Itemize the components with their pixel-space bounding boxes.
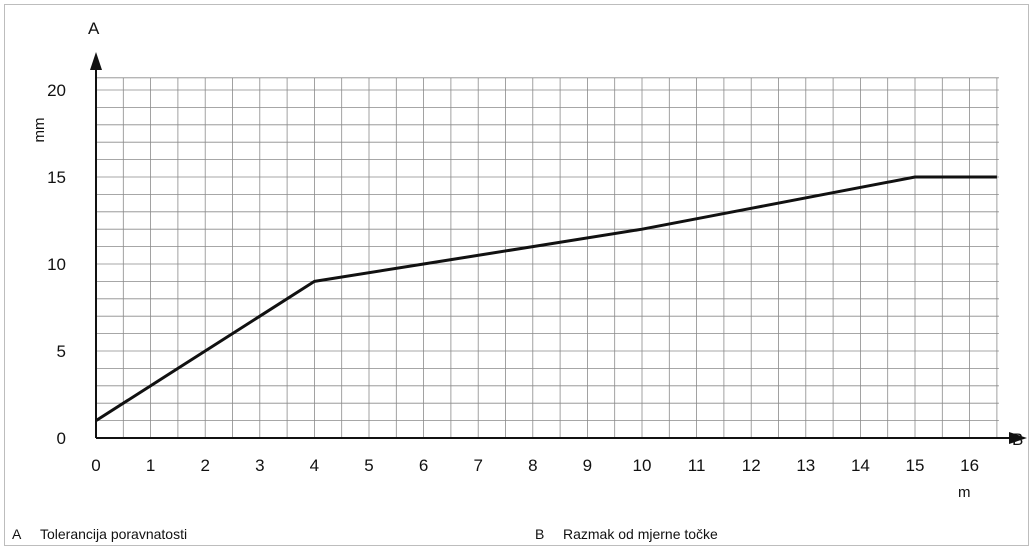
y-axis-letter: A: [88, 19, 100, 38]
legend-item-a: A Tolerancija poravnatosti: [12, 526, 187, 542]
x-tick-label: 6: [419, 456, 428, 475]
tolerance-line: [95, 175, 997, 422]
x-tick-label: 5: [364, 456, 373, 475]
axes: [90, 52, 1027, 444]
x-tick-label: 2: [200, 456, 209, 475]
y-tick-label: 10: [47, 255, 66, 274]
x-tick-label: 11: [688, 456, 706, 475]
y-axis-unit: mm: [31, 118, 48, 143]
x-axis-letter: B: [1012, 430, 1023, 449]
legend-text-a: Tolerancija poravnatosti: [40, 526, 188, 542]
x-tick-label: 16: [960, 456, 979, 475]
x-axis-arrow: [1009, 432, 1027, 444]
x-tick-label: 7: [473, 456, 482, 475]
y-tick-labels: 0 5 10 15 20: [47, 81, 66, 448]
y-tick-label: 5: [57, 342, 66, 361]
x-axis-unit: m: [958, 484, 971, 501]
x-tick-labels: 0 1 2 3 4 5 6 7 8 9 10 11 12 13 14 15 16: [91, 456, 979, 475]
y-tick-label: 0: [57, 429, 66, 448]
x-tick-label: 14: [851, 456, 870, 475]
x-tick-label: 9: [583, 456, 592, 475]
figure-frame: [4, 4, 1029, 546]
grid: [95, 77, 999, 439]
x-tick-label: 10: [633, 456, 652, 475]
legend-key-b: B: [535, 526, 545, 542]
legend-key-a: A: [12, 526, 22, 542]
legend-text-b: Razmak od mjerne točke: [563, 526, 718, 542]
x-tick-label: 13: [796, 456, 815, 475]
y-axis-arrow: [90, 52, 102, 70]
x-tick-label: 12: [742, 456, 761, 475]
y-tick-label: 20: [47, 81, 66, 100]
y-tick-label: 15: [47, 168, 66, 187]
x-tick-label: 0: [91, 456, 100, 475]
x-tick-label: 3: [255, 456, 264, 475]
x-tick-label: 8: [528, 456, 537, 475]
x-tick-label: 4: [310, 456, 319, 475]
x-tick-label: 15: [906, 456, 925, 475]
legend-item-b: B Razmak od mjerne točke: [535, 526, 718, 542]
x-tick-label: 1: [146, 456, 155, 475]
